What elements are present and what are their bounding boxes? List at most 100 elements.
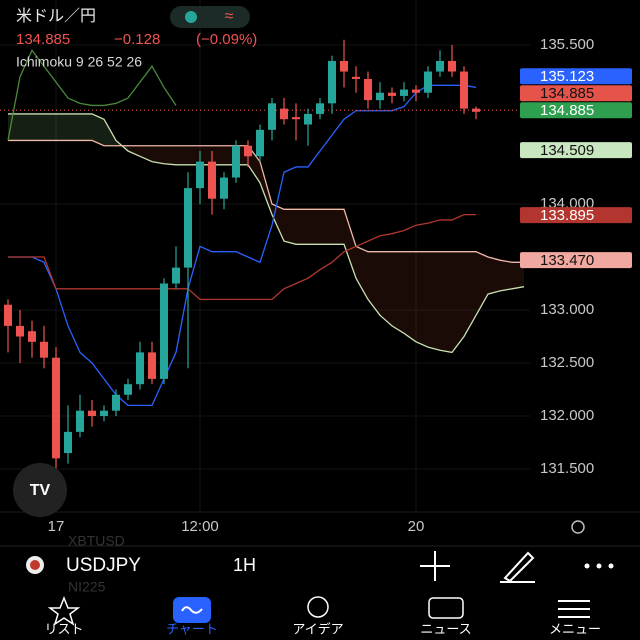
more-button[interactable] (584, 563, 614, 569)
candle-body (472, 108, 480, 112)
tab-label[interactable]: ニュース (420, 621, 471, 636)
candle-body (196, 161, 204, 189)
tab-label[interactable]: チャート (166, 621, 218, 636)
cloud-fill (188, 145, 200, 165)
cloud-fill (404, 251, 416, 342)
tab-icon-ideas (307, 596, 329, 618)
candle-body (268, 103, 276, 130)
draw-button[interactable] (500, 551, 535, 583)
candle-body (148, 352, 156, 379)
x-tick-label: 20 (408, 518, 425, 535)
candle-body (4, 304, 12, 326)
candle-body (292, 117, 300, 120)
price-tag-label: 135.123 (540, 68, 594, 85)
candle-body (376, 92, 384, 101)
cloud-fill (56, 113, 68, 141)
flag-icon-inner (30, 560, 40, 570)
cloud-fill (392, 251, 404, 334)
ichimoku-line (8, 213, 476, 301)
x-tick-label: 17 (48, 518, 65, 535)
price-tag-label: 134.885 (540, 102, 594, 119)
candle-body (76, 410, 84, 432)
candle-body (40, 341, 48, 358)
candle-body (304, 113, 312, 125)
pair-title: 米ドル／円 (16, 7, 96, 25)
visibility-toggle[interactable] (170, 6, 250, 28)
cloud-fill (452, 251, 464, 353)
toggle-dot (185, 11, 197, 23)
candle-body (184, 188, 192, 268)
candle-body (112, 394, 120, 411)
candle-body (352, 76, 360, 79)
tab-icon-list (47, 595, 81, 626)
candle-body (316, 103, 324, 114)
interval[interactable]: 1H (233, 555, 256, 575)
leading-span-b (8, 139, 524, 263)
cloud-fill (296, 209, 308, 245)
cloud-fill (464, 251, 476, 337)
plot-area: 135.500134.000133.000132.500132.000131.5… (0, 0, 640, 535)
cloud-fill (176, 145, 188, 165)
cloud-fill (152, 145, 164, 164)
cloud-fill (440, 251, 452, 353)
ichimoku-line (7, 49, 177, 141)
cloud-fill (164, 145, 176, 165)
tab-bar: リスト チャート アイデア ニュース メニュー (44, 621, 601, 636)
x-tick-label: 12:00 (181, 518, 219, 535)
price-change-pct: (−0.09%) (196, 31, 257, 48)
candle-body (460, 71, 468, 109)
candle-body (340, 60, 348, 72)
tab-icon-news (428, 597, 464, 619)
price-tag (520, 207, 632, 224)
price-tag-label: 134.509 (540, 142, 594, 159)
ichimoku-line (8, 84, 477, 407)
cloud-fill (32, 113, 44, 141)
tv-logo-mark: TV (30, 482, 51, 499)
cloud-fill (284, 209, 296, 245)
candle-body (172, 267, 180, 284)
toggle-icon: ≈ (225, 8, 234, 25)
cloud-fill (200, 145, 212, 165)
cloud-fill (320, 209, 332, 245)
price-tag-label: 133.895 (540, 207, 594, 224)
price-tag (520, 68, 632, 85)
cloud-fill (104, 119, 116, 146)
cloud-fill (20, 113, 32, 141)
candle-body (28, 331, 36, 342)
y-tick-label: 132.000 (540, 407, 594, 424)
candle-body (424, 71, 432, 93)
candle-body (256, 129, 264, 157)
candle-body (52, 357, 60, 459)
settings-icon[interactable] (571, 520, 585, 534)
tab-icon-chart-line (181, 606, 203, 614)
indicator-legend[interactable]: Ichimoku 9 26 52 26 (16, 54, 142, 70)
cloud-fill (128, 145, 140, 157)
candle-body (220, 177, 228, 199)
y-tick-label: 133.000 (540, 301, 594, 318)
cloud-fill (512, 262, 524, 289)
candle-body (232, 145, 240, 178)
cloud-fill (80, 113, 92, 141)
price-tag (520, 85, 632, 102)
candle-body (100, 410, 108, 416)
cloud-fill (44, 113, 56, 141)
cloud-fill (260, 161, 272, 215)
candle-body (136, 352, 144, 385)
tab-label[interactable]: リスト (44, 621, 83, 636)
cloud-fill (308, 209, 320, 245)
candle-body (448, 60, 456, 72)
cloud-fill (68, 113, 80, 141)
price-tag-label: 133.470 (540, 252, 594, 269)
cloud-fill (380, 251, 392, 326)
tv-logo[interactable] (13, 463, 67, 517)
cloud-fill (92, 113, 104, 146)
symbol[interactable]: USDJPY (66, 555, 141, 576)
cloud-fill (212, 145, 224, 165)
tab-label[interactable]: アイデア (292, 621, 343, 636)
cloud-fill (500, 260, 512, 291)
y-tick-label: 132.500 (540, 354, 594, 371)
tab-label[interactable]: メニュー (549, 621, 601, 636)
add-button[interactable] (420, 551, 450, 581)
candle-body (364, 78, 372, 101)
y-tick-label: 135.500 (540, 36, 594, 53)
